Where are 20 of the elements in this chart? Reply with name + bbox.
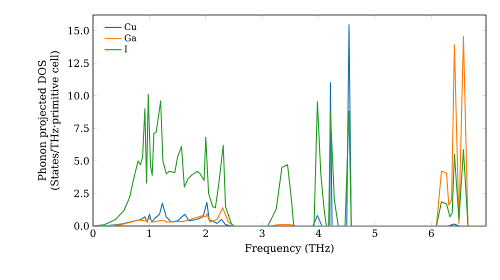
y-axis-title: Phonon projected DOS (States/THz·primitive cell)	[38, 51, 60, 190]
y-tick-label: 12.5	[68, 59, 89, 67]
y-tick-label: 0.0	[74, 222, 89, 230]
x-axis-title: Frequency (THz)	[245, 244, 334, 254]
y-tick-label: 15.0	[68, 26, 89, 34]
x-tick-label: 4	[316, 230, 322, 237]
y-tick-label: 2.5	[74, 190, 89, 198]
x-tick-label: 5	[372, 230, 378, 237]
x-tick-label: 0	[90, 230, 96, 238]
y-tick-label: 7.5	[74, 124, 89, 132]
x-tick-label: 1	[147, 230, 152, 237]
legend-label: Ga	[124, 34, 136, 42]
y-tick-label: 10.0	[68, 92, 89, 100]
y-tick-label: 5.0	[74, 157, 89, 165]
legend-label: Cu	[124, 23, 136, 30]
x-tick-label: 2	[203, 230, 208, 237]
x-tick-label: 6	[428, 230, 434, 238]
legend-label: I	[124, 46, 128, 52]
x-tick-label: 3	[260, 230, 265, 238]
line-series	[93, 94, 486, 226]
